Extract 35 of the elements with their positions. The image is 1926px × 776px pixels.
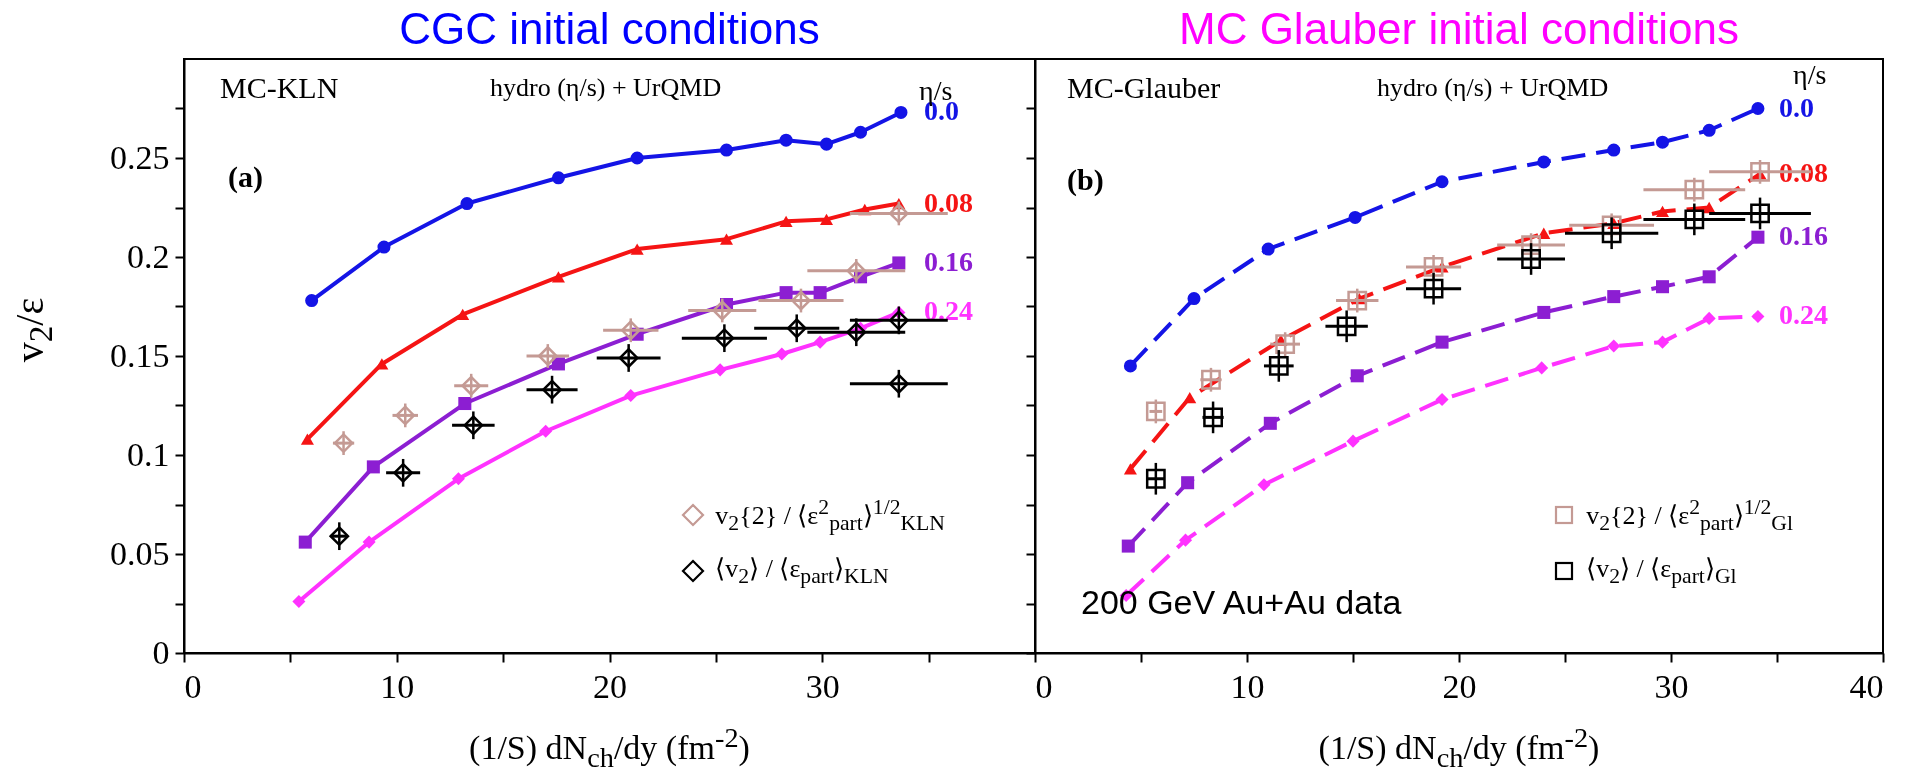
series-label: 0.16 xyxy=(924,245,973,277)
x-tick-label: 20 xyxy=(593,667,627,705)
annotation: MC-KLN xyxy=(220,71,339,104)
x-axis-title: (1/S) dN$_{ch}$/dy (fm$^{-2}$) xyxy=(469,721,750,773)
x-tick-label: 30 xyxy=(805,667,840,705)
x-tick-label: 20 xyxy=(1442,667,1477,705)
x-tick-label: 10 xyxy=(1230,667,1265,705)
y-tick-label: 0.2 xyxy=(127,237,170,275)
annotation: (b) xyxy=(1067,163,1104,196)
x-axis-title: (1/S) dN$_{ch}$/dy (fm$^{-2}$) xyxy=(1318,721,1600,773)
legend-label: ⟨v$_{2}$⟩ / ⟨ε$_{part}$⟩$_{KLN}$ xyxy=(715,552,889,590)
annotation: 200 GeV Au+Au data xyxy=(1081,583,1402,621)
x-tick-label: 10 xyxy=(380,667,415,705)
x-tick-label: 40 xyxy=(1849,667,1884,705)
series-label: 0.08 xyxy=(924,186,973,218)
y-tick-label: 0.25 xyxy=(110,138,170,176)
series-label: 0.16 xyxy=(1779,220,1828,252)
x-tick-label: 0 xyxy=(184,667,202,705)
annotation: η/s xyxy=(1793,59,1827,90)
series-label: 0.24 xyxy=(1779,299,1828,331)
series-label: 0.24 xyxy=(924,295,973,327)
annotation: (a) xyxy=(228,160,263,193)
chart-title: MC Glauber initial conditions xyxy=(1178,4,1740,53)
x-tick-label: 30 xyxy=(1654,667,1689,705)
annotation: hydro (η/s) + UrQMD xyxy=(1377,73,1609,102)
y-tick-label: 0.15 xyxy=(110,336,170,374)
chart-title: CGC initial conditions xyxy=(399,4,820,53)
series-label: 0.0 xyxy=(1779,91,1814,123)
y-tick-label: 0 xyxy=(152,633,170,671)
legend-label: ⟨v$_{2}$⟩ / ⟨ε$_{part}$⟩$_{Gl}$ xyxy=(1586,552,1737,590)
y-tick-label: 0.05 xyxy=(110,534,170,572)
annotation: hydro (η/s) + UrQMD xyxy=(490,73,722,102)
y-tick-label: 0.1 xyxy=(127,435,170,473)
annotation: MC-Glauber xyxy=(1067,71,1221,104)
x-tick-label: 0 xyxy=(1035,667,1053,705)
